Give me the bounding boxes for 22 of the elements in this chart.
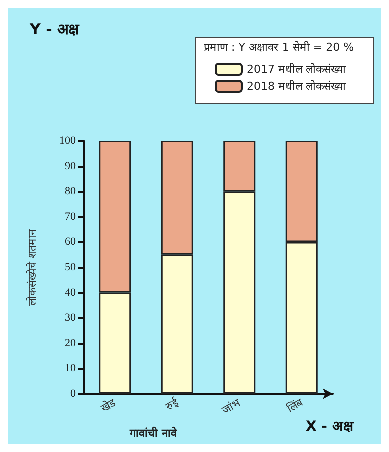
- y-tick-label: 0: [70, 388, 76, 400]
- legend-label: 2018 मधील लोकसंख्या: [247, 80, 346, 93]
- x-tick-label: लिंब: [284, 396, 306, 416]
- x-axis-title: गावांची नावे: [129, 426, 178, 440]
- y-tick-label: 30: [65, 312, 76, 324]
- x-tick-label: खेड: [98, 396, 118, 416]
- text: Y - अक्ष: [29, 20, 81, 38]
- x-tick-label: जांभ: [220, 396, 243, 418]
- text: प्रमाण : Y अक्षावर 1 सेमी = 20 %: [204, 41, 354, 54]
- y-tick-label: 60: [65, 236, 76, 248]
- text: X - अक्ष: [306, 419, 354, 435]
- y-axis-title: लोकसंख्येचे शतमान: [26, 228, 39, 306]
- y-tick-label: 100: [60, 135, 76, 147]
- y-tick-label: 90: [65, 160, 76, 172]
- y-tick-label: 20: [65, 337, 76, 350]
- y-tick-label: 80: [65, 186, 76, 198]
- y-tick-label: 70: [65, 210, 76, 223]
- y-tick-label: 10: [65, 362, 76, 375]
- y-tick-label: 50: [65, 262, 76, 274]
- y-tick-label: 40: [65, 286, 76, 299]
- x-tick-label: रुई: [164, 396, 182, 414]
- legend-label: 2017 मधील लोकसंख्या: [247, 63, 346, 76]
